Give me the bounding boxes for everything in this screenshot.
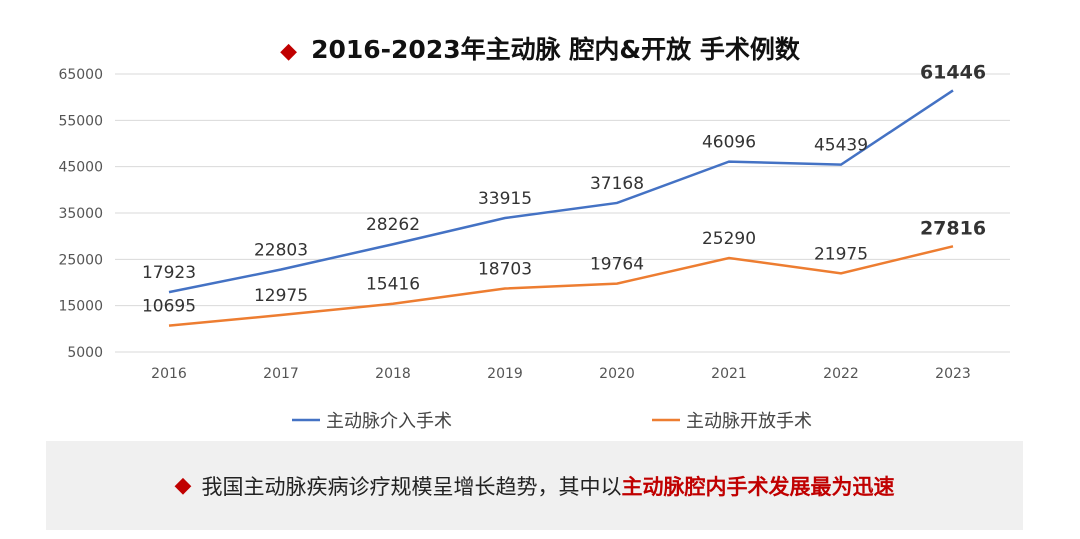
y-tick-label: 5000 (67, 345, 103, 361)
data-label: 19764 (590, 255, 644, 275)
y-tick-label: 45000 (58, 160, 103, 176)
y-tick-label: 35000 (58, 206, 103, 222)
y-tick-label: 15000 (58, 299, 103, 315)
diamond-icon: ◆ (280, 39, 298, 64)
x-tick-label: 2022 (823, 366, 859, 382)
data-label: 33915 (478, 189, 532, 209)
data-label: 28262 (366, 215, 420, 235)
data-label: 46096 (702, 133, 756, 153)
x-tick-label: 2020 (599, 366, 635, 382)
data-label: 25290 (702, 229, 756, 249)
data-label: 45439 (814, 136, 868, 156)
y-tick-label: 55000 (58, 113, 103, 129)
y-tick-label: 65000 (58, 67, 103, 83)
series-line-2 (168, 245, 954, 327)
chart-title: ◆ 2016-2023年主动脉 腔内&开放 手术例数 (0, 30, 1080, 66)
y-tick-label: 25000 (58, 252, 103, 268)
legend-label: 主动脉开放手术 (686, 411, 812, 432)
data-label: 18703 (478, 260, 532, 280)
legend-label: 主动脉介入手术 (326, 411, 452, 432)
data-label: 21975 (814, 244, 868, 264)
x-tick-label: 2018 (375, 366, 411, 382)
x-tick-label: 2017 (263, 366, 299, 382)
data-label: 61446 (920, 61, 986, 83)
x-tick-label: 2019 (487, 366, 523, 382)
data-label: 27816 (920, 217, 986, 239)
diamond-icon: ◆ (174, 473, 192, 498)
line-chart: 5000 15000 25000 35000 45000 55000 65000 2016 20… (58, 61, 1010, 432)
data-label: 17923 (142, 263, 196, 283)
x-tick-label: 2021 (711, 366, 747, 382)
chart-title-text: 2016-2023年主动脉 腔内&开放 手术例数 (311, 35, 800, 64)
series-line-1 (168, 89, 954, 294)
x-tick-label: 2016 (151, 366, 187, 382)
data-label: 22803 (254, 241, 308, 261)
note-highlight: 主动脉腔内手术发展最为迅速 (621, 474, 895, 499)
data-label: 15416 (366, 275, 420, 295)
x-tick-label: 2023 (935, 366, 971, 382)
data-label: 12975 (254, 286, 308, 306)
data-label: 37168 (590, 174, 644, 194)
data-label: 10695 (142, 297, 196, 317)
summary-note: ◆ 我国主动脉疾病诊疗规模呈增长趋势，其中以 主动脉腔内手术发展最为迅速 (46, 441, 1023, 530)
note-text: 我国主动脉疾病诊疗规模呈增长趋势，其中以 (201, 474, 622, 499)
